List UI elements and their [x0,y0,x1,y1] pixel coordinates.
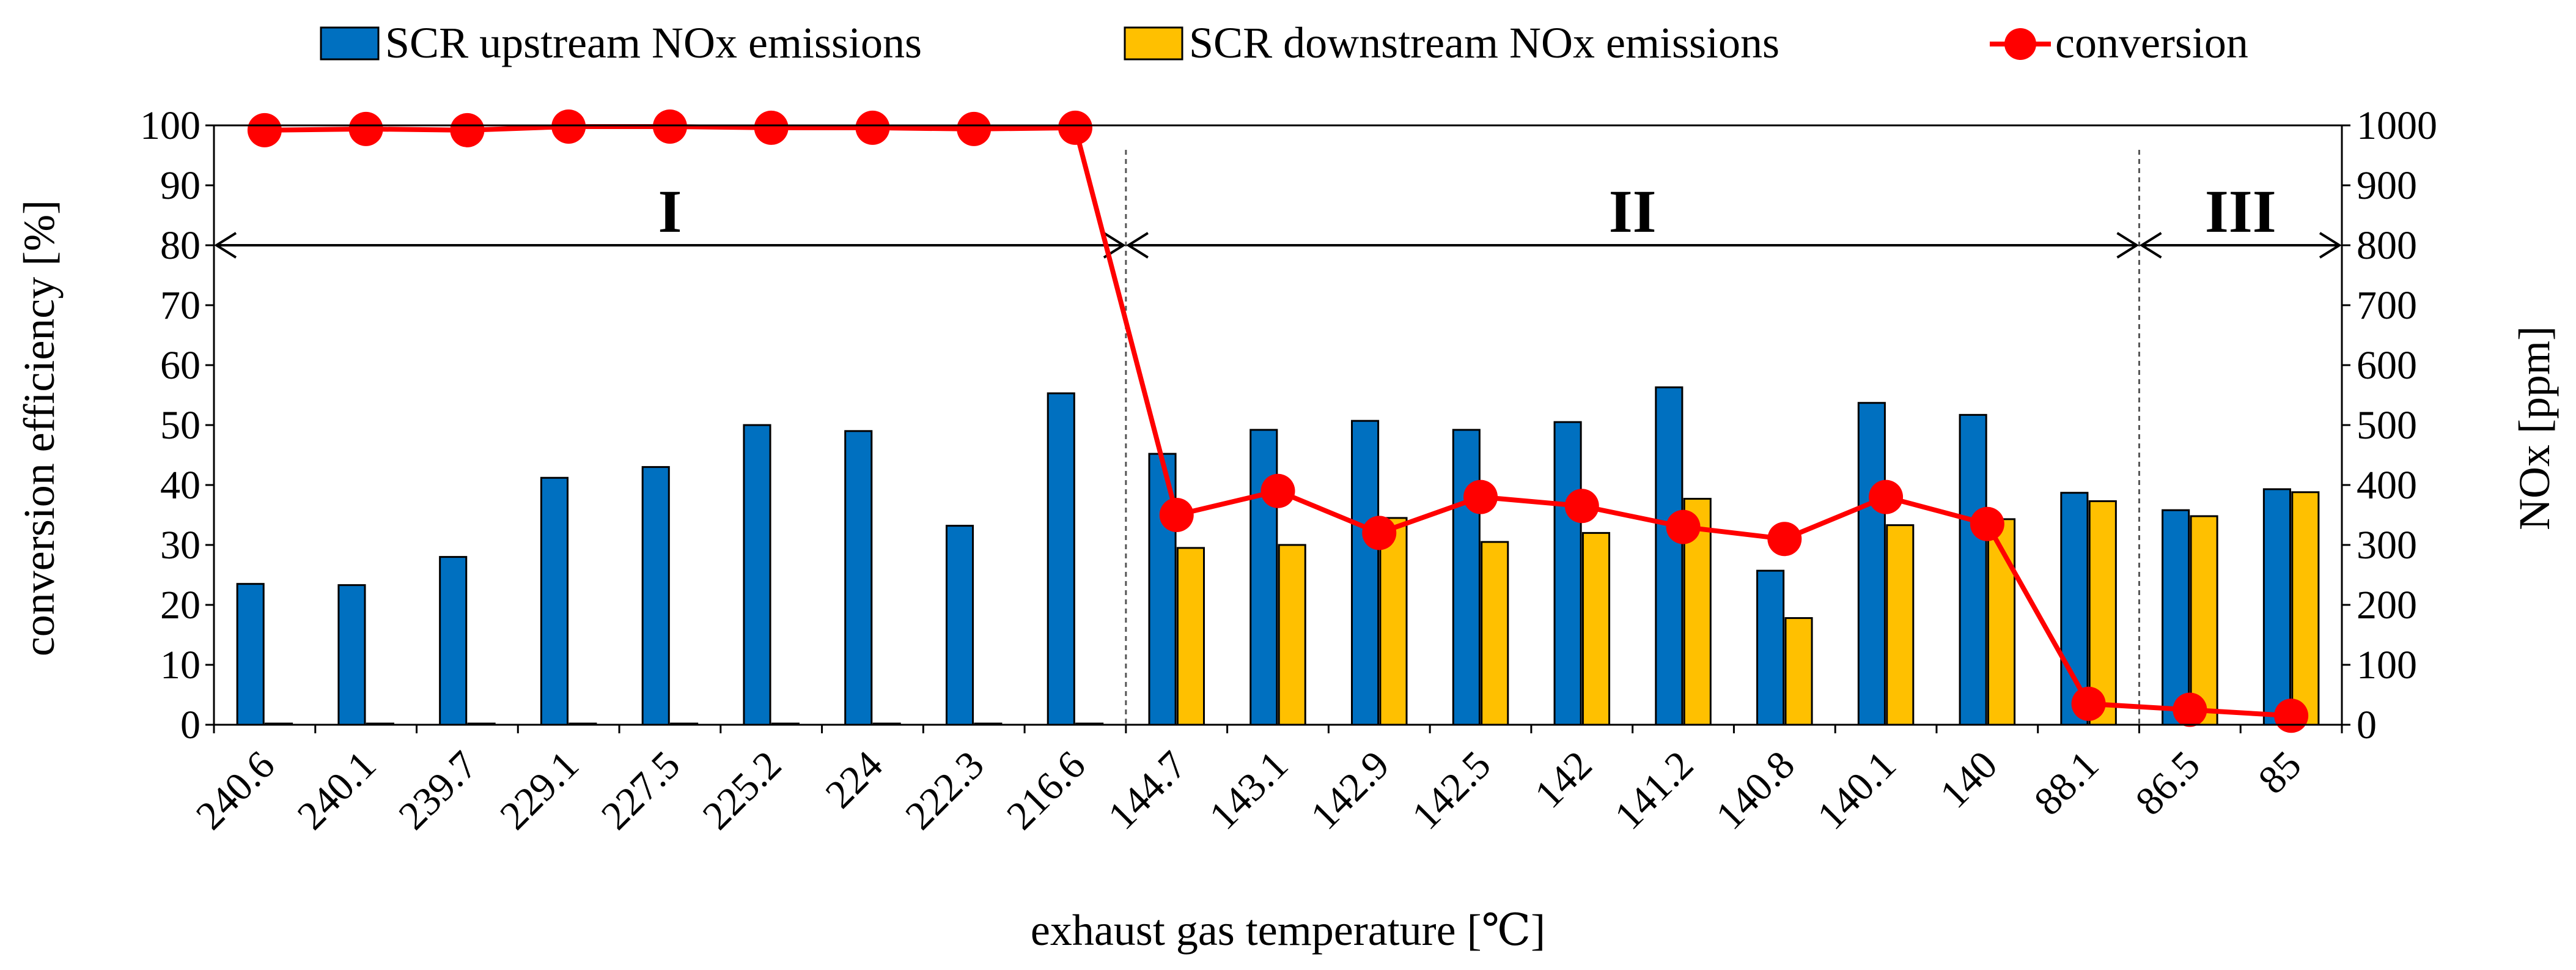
legend-marker-conversion [2004,28,2036,60]
upstream-bar [540,476,569,726]
upstream-bar [1249,429,1278,726]
downstream-bar [1784,617,1813,726]
legend: SCR upstream NOx emissions SCR downstrea… [320,18,2248,67]
left-tick-label: 60 [160,343,201,388]
right-tick-label: 500 [2357,403,2417,448]
left-tick-label: 90 [160,163,201,208]
left-tick-label: 40 [160,463,201,508]
right-tick-label: 700 [2357,283,2417,328]
upstream-bar [2262,488,2291,726]
conversion-series [247,109,2309,733]
left-tick-label: 10 [160,643,201,687]
conversion-point [551,109,586,144]
upstream-bar [945,525,974,726]
conversion-point [1869,479,1904,514]
conversion-point [957,111,992,146]
conversion-point [1058,110,1092,145]
region-label: III [2205,177,2276,245]
left-axis-ticks: 0 10 20 30 40 50 60 70 80 90 100 [140,103,214,747]
conversion-point [2071,686,2106,721]
bars [236,386,2320,726]
conversion-point [652,109,687,144]
right-tick-label: 0 [2357,703,2377,747]
upstream-bar [1756,569,1785,726]
conversion-point [1970,506,2004,541]
conversion-point [1362,516,1397,550]
right-tick-label: 1000 [2357,103,2437,148]
upstream-bar [743,424,771,726]
conversion-point [754,110,789,145]
conversion-point [1260,473,1295,508]
upstream-bar [1655,386,1684,726]
upstream-bar [1452,429,1481,726]
conversion-point [1564,489,1599,524]
legend-swatch-upstream [320,26,380,61]
region-arrow-head-right [2116,232,2140,259]
right-axis-ticks: 0 100 200 300 400 500 600 700 800 900 1000 [2342,103,2437,747]
left-tick-label: 100 [140,103,201,148]
right-tick-label: 400 [2357,463,2417,508]
conversion-point [1463,479,1498,514]
downstream-bar [1581,531,1611,726]
conversion-point [1767,522,1802,557]
legend-swatch-downstream [1124,26,1183,61]
right-tick-label: 100 [2357,643,2417,687]
conversion-point [2274,698,2309,733]
right-tick-label: 900 [2357,163,2417,208]
right-tick-label: 200 [2357,583,2417,628]
left-axis-title: conversion efficiency [%] [15,200,64,656]
left-tick-label: 20 [160,583,201,628]
legend-label-conversion: conversion [2055,18,2248,67]
downstream-bar [1481,541,1509,726]
left-tick-label: 80 [160,223,201,268]
upstream-bar [1857,402,1886,726]
left-tick-label: 0 [180,703,201,747]
upstream-bar [439,556,468,726]
plot-frame [213,124,2343,726]
upstream-bar [2162,509,2190,726]
x-axis-title: exhaust gas temperature [℃] [1031,906,1545,955]
upstream-bar [1959,413,1987,726]
downstream-bar [1278,544,1306,726]
upstream-bar [1553,421,1582,726]
downstream-bar [2190,515,2218,726]
conversion-point [2173,692,2207,727]
conversion-point [450,113,485,147]
left-tick-label: 50 [160,403,201,448]
conversion-point [1159,498,1194,532]
upstream-bar [337,584,366,726]
region-label: I [658,177,682,245]
downstream-bar [1886,524,1915,726]
right-axis-title: NOx [ppm] [2510,326,2559,530]
right-tick-label: 800 [2357,223,2417,268]
legend-label-downstream: SCR downstream NOx emissions [1189,18,1779,67]
conversion-point [348,111,383,146]
conversion-point [855,110,890,145]
right-tick-label: 600 [2357,343,2417,388]
region-arrows: I II III [214,177,2342,259]
upstream-bar [844,430,873,726]
conversion-point [1666,509,1701,544]
upstream-bar [236,583,265,726]
left-tick-label: 70 [160,283,201,328]
downstream-bar [1379,517,1408,726]
downstream-bar [2291,491,2320,726]
right-tick-label: 300 [2357,523,2417,568]
region-separators [1125,150,2140,725]
region-arrow-head-left [214,232,237,259]
region-arrow-head-left [2139,232,2162,259]
left-tick-label: 30 [160,523,201,568]
region-label: II [1609,177,1657,245]
upstream-bar [1351,420,1380,726]
conversion-point [247,113,282,147]
legend-label-upstream: SCR upstream NOx emissions [385,18,922,67]
upstream-bar [1047,392,1075,726]
upstream-bar [2060,492,2089,726]
downstream-bar [1176,547,1205,726]
upstream-bar [641,466,670,726]
region-arrow-head-right [2319,232,2342,259]
region-arrow-head-left [1126,232,1149,259]
